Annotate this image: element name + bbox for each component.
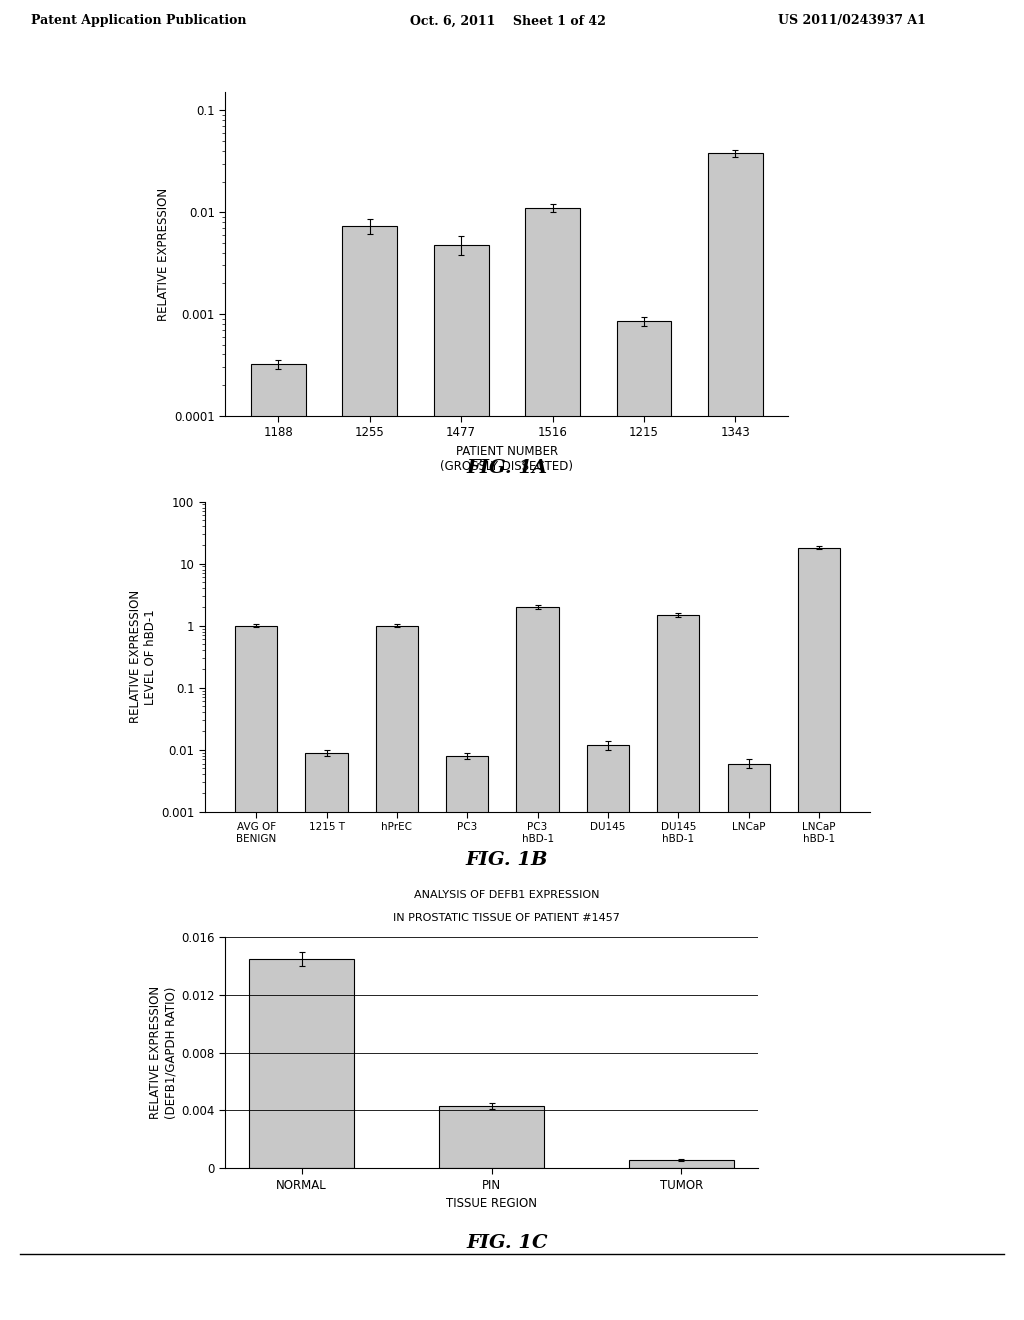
Bar: [434, 244, 488, 1320]
Bar: [250, 958, 354, 1168]
X-axis label: TISSUE REGION: TISSUE REGION: [446, 1197, 537, 1210]
Bar: [798, 548, 840, 1320]
Bar: [342, 226, 397, 1320]
Bar: [251, 364, 306, 1320]
Y-axis label: RELATIVE EXPRESSION
LEVEL OF hBD-1: RELATIVE EXPRESSION LEVEL OF hBD-1: [129, 590, 157, 723]
Text: FIG. 1B: FIG. 1B: [466, 851, 548, 870]
Text: ANALYSIS OF DEFB1 EXPRESSION: ANALYSIS OF DEFB1 EXPRESSION: [414, 890, 600, 900]
Bar: [439, 1106, 544, 1168]
Bar: [728, 763, 770, 1320]
Bar: [236, 626, 278, 1320]
Bar: [587, 744, 629, 1320]
Bar: [525, 209, 580, 1320]
Text: FIG. 1A: FIG. 1A: [466, 459, 548, 478]
Bar: [305, 752, 347, 1320]
Bar: [376, 626, 418, 1320]
Bar: [708, 153, 763, 1320]
Text: Oct. 6, 2011    Sheet 1 of 42: Oct. 6, 2011 Sheet 1 of 42: [410, 15, 605, 28]
Bar: [616, 321, 672, 1320]
X-axis label: PATIENT NUMBER
(GROSSLY DISSECTED): PATIENT NUMBER (GROSSLY DISSECTED): [440, 445, 573, 473]
Text: US 2011/0243937 A1: US 2011/0243937 A1: [778, 15, 926, 28]
Text: IN PROSTATIC TISSUE OF PATIENT #1457: IN PROSTATIC TISSUE OF PATIENT #1457: [393, 913, 621, 924]
Y-axis label: RELATIVE EXPRESSION: RELATIVE EXPRESSION: [157, 187, 170, 321]
Bar: [629, 1160, 733, 1168]
Bar: [657, 615, 699, 1320]
Y-axis label: RELATIVE EXPRESSION
(DEFB1/GAPDH RATIO): RELATIVE EXPRESSION (DEFB1/GAPDH RATIO): [150, 986, 177, 1119]
Bar: [516, 607, 559, 1320]
Text: Patent Application Publication: Patent Application Publication: [31, 15, 246, 28]
Text: FIG. 1C: FIG. 1C: [466, 1234, 548, 1253]
Bar: [446, 756, 488, 1320]
